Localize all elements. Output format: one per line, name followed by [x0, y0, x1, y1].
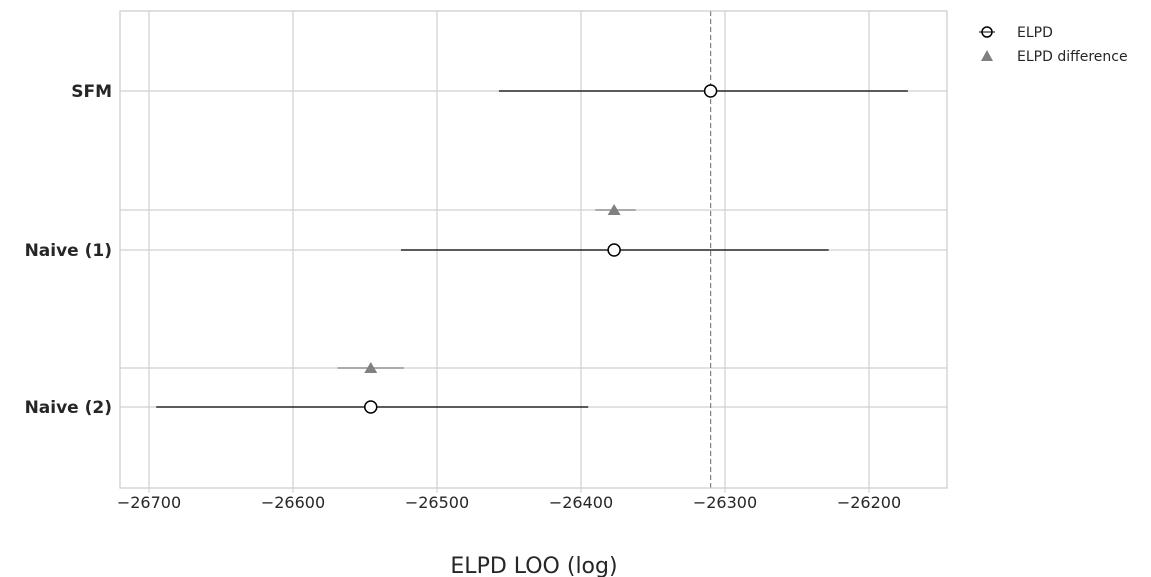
elpd-point-0 — [703, 84, 718, 98]
x-tick-label-0: −26700 — [117, 493, 181, 512]
elpd-point-1 — [607, 243, 621, 257]
x-tick-label-3: −26400 — [549, 493, 613, 512]
plot-frame — [119, 10, 948, 489]
x-tick-label-4: −26300 — [693, 493, 757, 512]
y-axis-labels: SFM Naive (1) Naive (2) — [25, 82, 112, 418]
data-marks — [156, 84, 908, 414]
y-tick-label-2: Naive (2) — [25, 398, 112, 418]
elpd-point-2 — [364, 400, 378, 414]
x-tick-label-1: −26600 — [261, 493, 325, 512]
legend: ELPD ELPD difference — [979, 25, 1128, 65]
diff-point-1 — [607, 204, 621, 215]
diff-point-2 — [364, 362, 378, 373]
x-tick-label-2: −26500 — [405, 493, 469, 512]
y-tick-label-0: SFM — [71, 82, 112, 102]
legend-diff-label: ELPD difference — [1017, 49, 1128, 65]
legend-diff-marker — [981, 50, 993, 61]
y-tick-label-1: Naive (1) — [25, 241, 112, 261]
legend-elpd-label: ELPD — [1017, 25, 1053, 41]
x-axis-ticks: −26700 −26600 −26500 −26400 −26300 −26200 — [117, 488, 901, 512]
x-axis-title: ELPD LOO (log) — [450, 554, 617, 577]
x-tick-label-5: −26200 — [837, 493, 901, 512]
